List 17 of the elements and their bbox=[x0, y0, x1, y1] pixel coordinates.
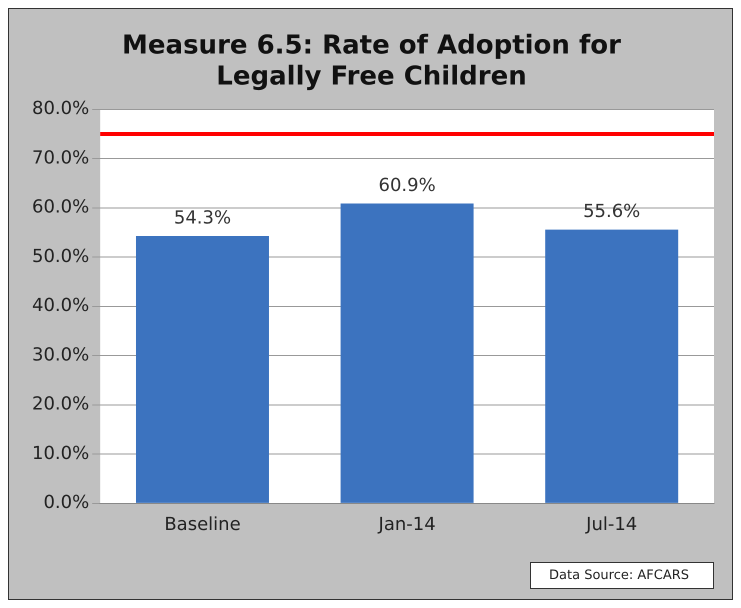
y-tick-label: 30.0% bbox=[32, 344, 90, 366]
data-label: 60.9% bbox=[378, 175, 436, 196]
y-tick-label: 50.0% bbox=[32, 246, 90, 267]
y-tick-label: 0.0% bbox=[43, 492, 90, 514]
data-label: 54.3% bbox=[174, 208, 232, 229]
y-tick-label: 10.0% bbox=[32, 442, 90, 464]
x-tick-label: Jan-14 bbox=[378, 514, 436, 535]
chart-title: Measure 6.5: Rate of Adoption for Legally Free Children bbox=[122, 30, 622, 92]
y-tick-label: 20.0% bbox=[32, 394, 90, 415]
x-tick-label: Baseline bbox=[164, 514, 241, 535]
source-note: Data Source: AFCARS bbox=[530, 562, 714, 589]
y-tick-label: 80.0% bbox=[32, 98, 90, 120]
data-label: 55.6% bbox=[583, 201, 640, 222]
y-tick-label: 40.0% bbox=[32, 295, 90, 316]
y-tick-label: 70.0% bbox=[32, 147, 90, 168]
x-tick-label: Jul-14 bbox=[585, 514, 638, 535]
y-tick-label: 60.0% bbox=[32, 196, 90, 218]
